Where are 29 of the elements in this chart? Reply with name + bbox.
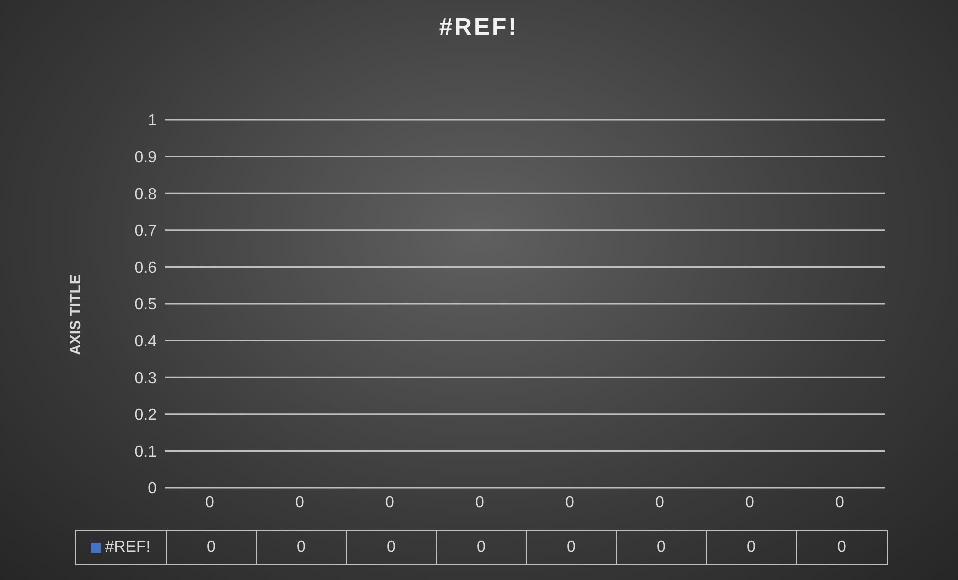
x-tick-label: 0 [746, 494, 755, 512]
y-axis-title: AXIS TITLE [68, 274, 84, 356]
data-label: 0 [257, 531, 347, 564]
x-tick-label: 0 [206, 494, 215, 512]
y-tick-label: 0.3 [134, 370, 158, 388]
legend-label: #REF! [105, 538, 151, 556]
chart-title: #REF! [438, 14, 520, 42]
data-label: 0 [527, 531, 617, 564]
y-tick-label: 0.6 [134, 260, 158, 277]
data-label: 0 [347, 531, 437, 564]
y-tick-label: 0.9 [134, 149, 158, 166]
x-tick-label: 0 [656, 494, 665, 512]
data-label: 0 [707, 531, 797, 564]
y-tick-label: 0.8 [134, 186, 158, 204]
y-tick-label: 0.1 [134, 444, 158, 461]
y-tick-label: 0.5 [134, 296, 158, 314]
x-tick-label: 0 [476, 494, 485, 512]
y-tick-label: 1 [148, 112, 158, 130]
x-tick-label: 0 [836, 494, 845, 512]
x-tick-label: 0 [386, 494, 395, 512]
x-tick-label: 0 [566, 494, 575, 512]
data-label: 0 [836, 538, 848, 558]
data-label: 0 [617, 531, 707, 564]
y-tick-label: 0 [148, 480, 158, 498]
data-label: 0 [437, 531, 527, 564]
y-tick-label: 0.4 [134, 333, 158, 350]
x-tick-label: 0 [296, 494, 305, 512]
y-tick-label: 0.2 [134, 407, 158, 424]
y-tick-label: 0.7 [134, 223, 158, 240]
